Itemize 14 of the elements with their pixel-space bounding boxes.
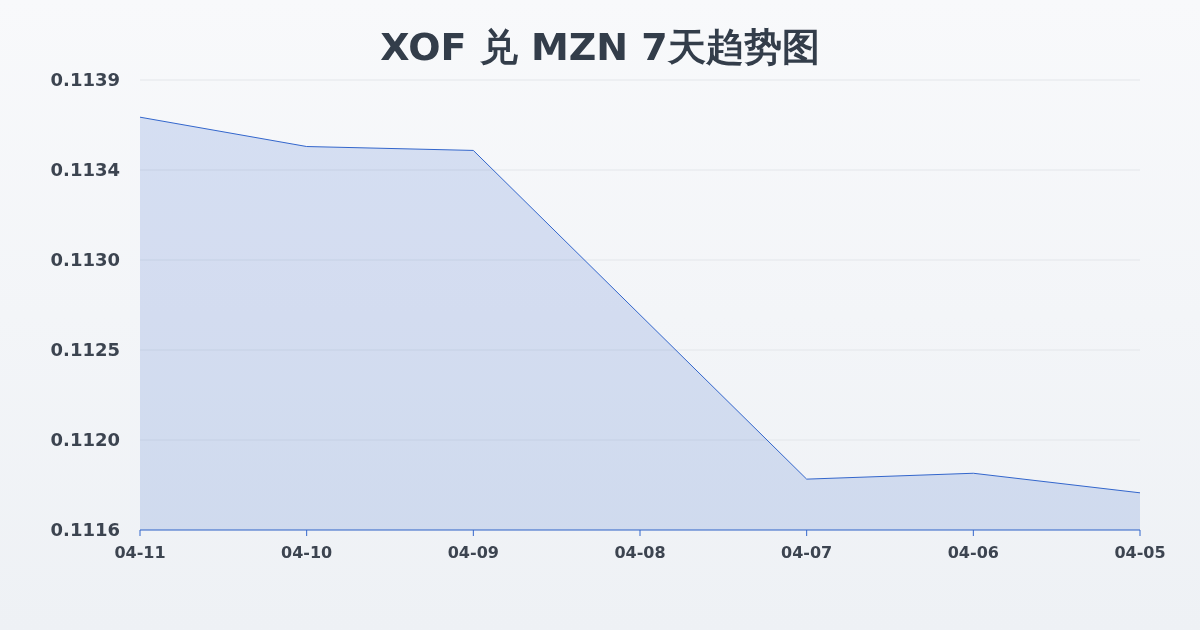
x-tick-label: 04-10 bbox=[281, 543, 333, 562]
y-tick-label: 0.1134 bbox=[50, 159, 120, 180]
y-tick-label: 0.1120 bbox=[50, 429, 120, 450]
y-tick-label: 0.1130 bbox=[50, 249, 120, 270]
y-tick-label: 0.1139 bbox=[50, 69, 120, 90]
y-tick-label: 0.1125 bbox=[50, 339, 120, 360]
y-tick-label: 0.1116 bbox=[50, 519, 120, 540]
chart-title: XOF 兑 MZN 7天趋势图 bbox=[380, 25, 820, 69]
x-tick-label: 04-11 bbox=[114, 543, 166, 562]
x-tick-label: 04-06 bbox=[947, 543, 999, 562]
x-tick-label: 04-09 bbox=[447, 543, 499, 562]
x-tick-label: 04-07 bbox=[781, 543, 833, 562]
x-tick-label: 04-05 bbox=[1114, 543, 1166, 562]
x-tick-label: 04-08 bbox=[614, 543, 666, 562]
